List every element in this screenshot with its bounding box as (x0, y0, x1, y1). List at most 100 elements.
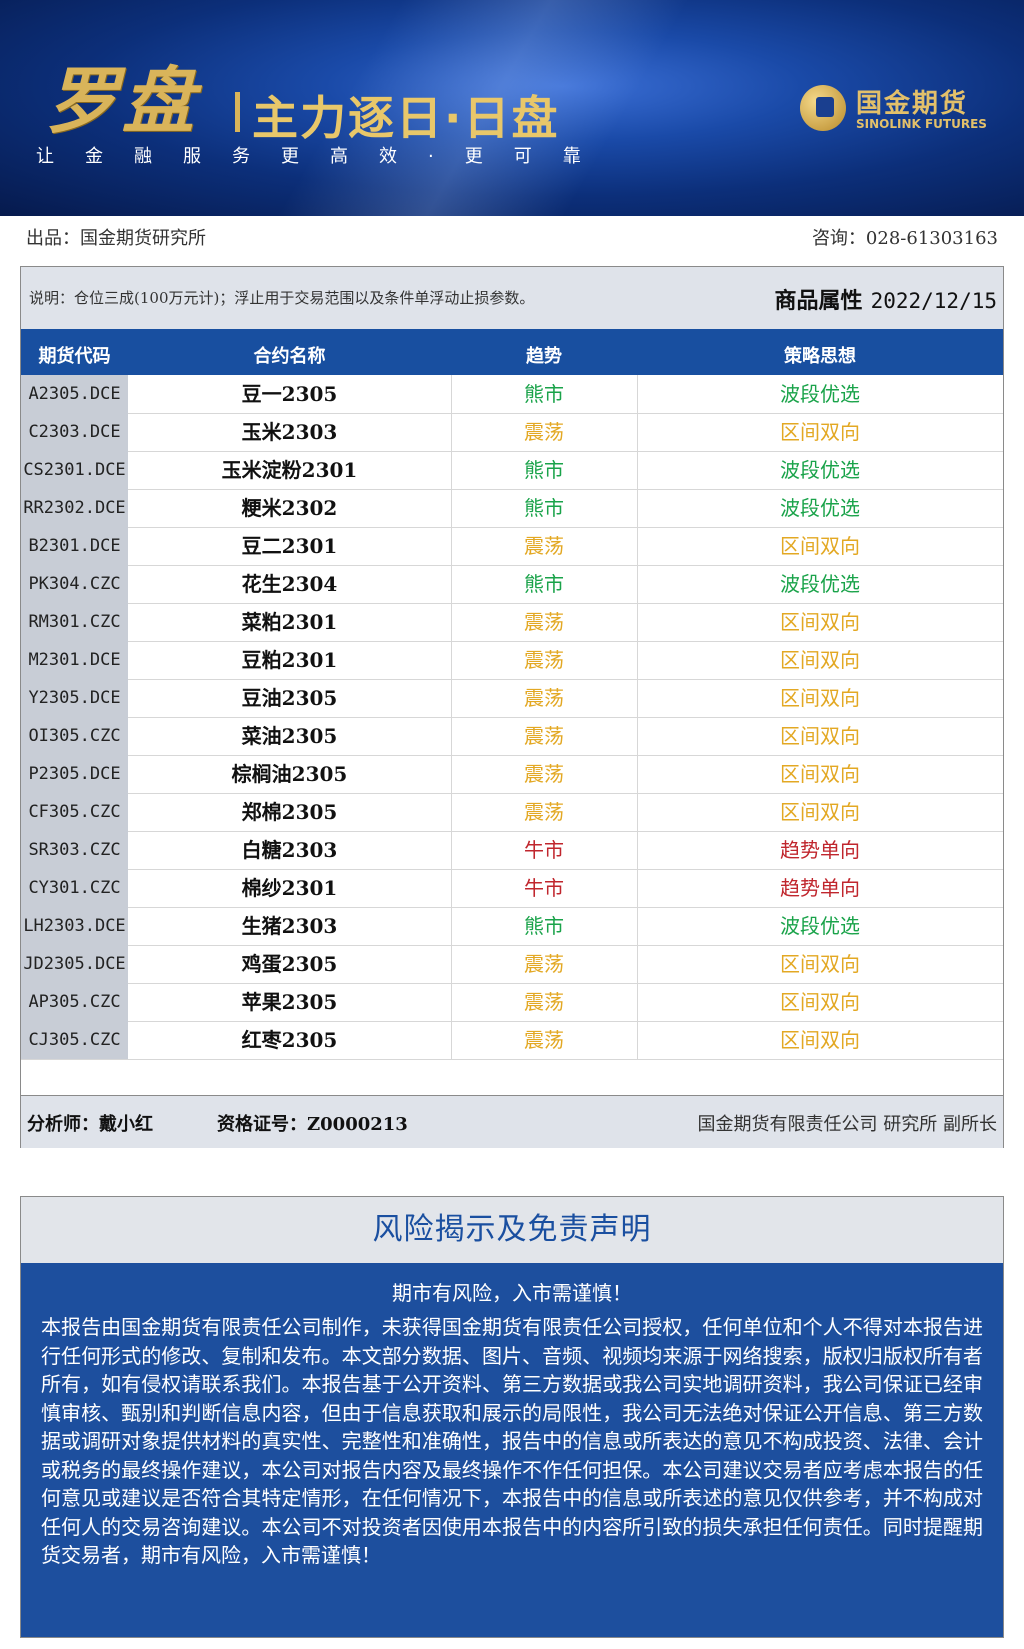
futures-code: JD2305.DCE (21, 945, 128, 983)
contract-name: 豆粕2301 (128, 641, 452, 679)
risk-title: 风险揭示及免责声明 (21, 1197, 1003, 1263)
trend: 震荡 (451, 679, 638, 717)
strategy-table: 说明：仓位三成(100万元计)；浮止用于交易范围以及条件单浮动止损参数。 商品属… (20, 266, 1004, 1148)
logo-title: 罗盘 (46, 58, 199, 143)
table-row: B2301.DCE 豆二2301 震荡 区间双向 (21, 527, 1003, 566)
slogan: 让金融服务更高效·更可靠 (36, 146, 612, 167)
contract-name: 郑棉2305 (128, 793, 452, 831)
trend: 震荡 (451, 641, 638, 679)
trend: 震荡 (451, 603, 638, 641)
table-row: CF305.CZC 郑棉2305 震荡 区间双向 (21, 793, 1003, 832)
contract-name: 豆油2305 (128, 679, 452, 717)
futures-code: CY301.CZC (21, 869, 128, 907)
futures-code: SR303.CZC (21, 831, 128, 869)
strategy: 区间双向 (780, 724, 860, 748)
strategy: 波段优选 (780, 458, 860, 482)
trend: 震荡 (451, 983, 638, 1021)
trend: 震荡 (451, 527, 638, 565)
risk-lead: 期市有风险，入市需谨慎！ (392, 1281, 632, 1305)
table-row: C2303.DCE 玉米2303 震荡 区间双向 (21, 413, 1003, 452)
futures-code: LH2303.DCE (21, 907, 128, 945)
contract-name: 棕榈油2305 (128, 755, 452, 793)
contract-name: 菜粕2301 (128, 603, 452, 641)
risk-disclosure: 风险揭示及免责声明 期市有风险，入市需谨慎！ 本报告由国金期货有限责任公司制作，… (20, 1196, 1004, 1638)
futures-code: PK304.CZC (21, 565, 128, 603)
contract-name: 豆一2305 (128, 375, 452, 413)
logo-divider (235, 92, 240, 132)
table-row: SR303.CZC 白糖2303 牛市 趋势单向 (21, 831, 1003, 870)
company-title: 国金期货有限责任公司 研究所 副所长 (697, 1114, 997, 1135)
futures-code: B2301.DCE (21, 527, 128, 565)
table-row: LH2303.DCE 生猪2303 熊市 波段优选 (21, 907, 1003, 946)
strategy: 区间双向 (780, 610, 860, 634)
table-row: PK304.CZC 花生2304 熊市 波段优选 (21, 565, 1003, 604)
futures-code: RM301.CZC (21, 603, 128, 641)
strategy: 区间双向 (780, 952, 860, 976)
futures-code: CJ305.CZC (21, 1021, 128, 1059)
futures-code: P2305.DCE (21, 755, 128, 793)
strategy: 趋势单向 (780, 876, 860, 900)
trend: 震荡 (451, 945, 638, 983)
trend: 牛市 (451, 831, 638, 869)
strategy: 区间双向 (780, 762, 860, 786)
futures-code: M2301.DCE (21, 641, 128, 679)
trend: 牛市 (451, 869, 638, 907)
contract-name: 棉纱2301 (128, 869, 452, 907)
table-row: RR2302.DCE 粳米2302 熊市 波段优选 (21, 489, 1003, 528)
contract-name: 生猪2303 (128, 907, 452, 945)
table-note: 说明：仓位三成(100万元计)；浮止用于交易范围以及条件单浮动止损参数。 (29, 289, 535, 307)
strategy: 波段优选 (780, 496, 860, 520)
report-date: 2022/12/15 (870, 289, 997, 313)
strategy: 区间双向 (780, 648, 860, 672)
futures-code: RR2302.DCE (21, 489, 128, 527)
table-row: M2301.DCE 豆粕2301 震荡 区间双向 (21, 641, 1003, 680)
table-row: Y2305.DCE 豆油2305 震荡 区间双向 (21, 679, 1003, 718)
futures-code: AP305.CZC (21, 983, 128, 1021)
table-row: AP305.CZC 苹果2305 震荡 区间双向 (21, 983, 1003, 1022)
trend: 熊市 (451, 375, 638, 413)
header-code: 期货代码 (38, 346, 111, 367)
table-note-row: 说明：仓位三成(100万元计)；浮止用于交易范围以及条件单浮动止损参数。 商品属… (21, 267, 1003, 330)
futures-code: CF305.CZC (21, 793, 128, 831)
strategy: 区间双向 (780, 800, 860, 824)
contract-name: 玉米2303 (128, 413, 452, 451)
strategy: 区间双向 (780, 420, 860, 444)
table-row: CS2301.DCE 玉米淀粉2301 熊市 波段优选 (21, 451, 1003, 490)
trend: 震荡 (451, 1021, 638, 1059)
table-row: RM301.CZC 菜粕2301 震荡 区间双向 (21, 603, 1003, 642)
futures-code: OI305.CZC (21, 717, 128, 755)
trend: 震荡 (451, 413, 638, 451)
trend: 震荡 (451, 717, 638, 755)
certificate-number: 资格证号：Z0000213 (217, 1114, 408, 1135)
strategy: 区间双向 (780, 1028, 860, 1052)
table-row: JD2305.DCE 鸡蛋2305 震荡 区间双向 (21, 945, 1003, 984)
header-banner: 罗盘 主力逐日·日盘 让金融服务更高效·更可靠 国金期货 SINOLINK FU… (0, 0, 1024, 216)
strategy: 区间双向 (780, 686, 860, 710)
table-row: P2305.DCE 棕榈油2305 震荡 区间双向 (21, 755, 1003, 794)
contract-name: 菜油2305 (128, 717, 452, 755)
strategy: 波段优选 (780, 572, 860, 596)
contract-name: 花生2304 (128, 565, 452, 603)
commodity-attribute: 商品属性 2022/12/15 (775, 283, 997, 315)
futures-code: Y2305.DCE (21, 679, 128, 717)
strategy: 波段优选 (780, 914, 860, 938)
contract-name: 鸡蛋2305 (128, 945, 452, 983)
risk-text: 本报告由国金期货有限责任公司制作，未获得国金期货有限责任公司授权，任何单位和个人… (41, 1315, 983, 1567)
brand-logo: 国金期货 SINOLINK FUTURES (800, 85, 1000, 145)
trend: 熊市 (451, 451, 638, 489)
futures-code: C2303.DCE (21, 413, 128, 451)
analyst: 分析师：戴小红 (27, 1114, 153, 1135)
table-row: OI305.CZC 菜油2305 震荡 区间双向 (21, 717, 1003, 756)
futures-code: CS2301.DCE (21, 451, 128, 489)
brand-name-en: SINOLINK FUTURES (856, 117, 987, 131)
table-row: CJ305.CZC 红枣2305 震荡 区间双向 (21, 1021, 1003, 1060)
header-trend: 趋势 (526, 346, 562, 367)
table-footer: 分析师：戴小红 资格证号：Z0000213 国金期货有限责任公司 研究所 副所长 (21, 1095, 1003, 1148)
contract-name: 红枣2305 (128, 1021, 452, 1059)
table-header: 期货代码 合约名称 趋势 策略思想 (21, 329, 1003, 375)
trend: 震荡 (451, 793, 638, 831)
trend: 熊市 (451, 565, 638, 603)
trend: 震荡 (451, 755, 638, 793)
table-row: CY301.CZC 棉纱2301 牛市 趋势单向 (21, 869, 1003, 908)
risk-body: 期市有风险，入市需谨慎！ 本报告由国金期货有限责任公司制作，未获得国金期货有限责… (21, 1263, 1003, 1637)
